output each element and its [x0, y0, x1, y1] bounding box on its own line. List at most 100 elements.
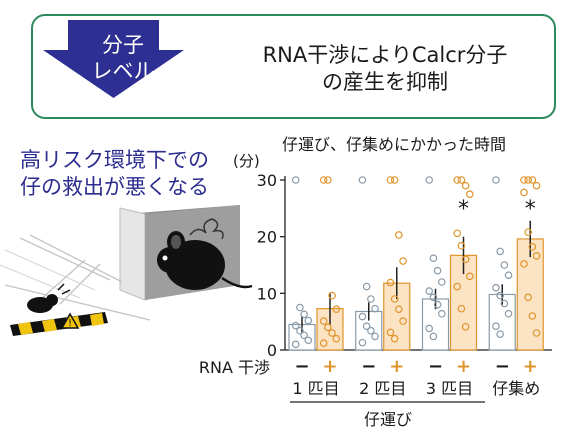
group-label: 仔運び: [364, 410, 412, 429]
data-point: [524, 228, 532, 236]
category-label: 仔集め: [492, 379, 540, 398]
data-point: [461, 255, 470, 264]
data-point: [304, 336, 313, 345]
data-point: [520, 260, 528, 268]
condition-tick-label: +: [322, 356, 337, 377]
data-point: [324, 323, 332, 332]
category-label: 1 匹目: [292, 379, 339, 398]
banner-headline: RNA干渉によりCalcr分子 の産生を抑制: [262, 43, 508, 94]
category-label: 2 匹目: [359, 379, 406, 398]
data-point: [390, 334, 399, 343]
data-point: [461, 322, 470, 331]
data-point: [465, 272, 474, 281]
data-point: [362, 282, 371, 291]
y-tick-label: 10: [257, 284, 277, 303]
condition-tick-label: +: [456, 356, 471, 377]
data-point: [500, 261, 509, 269]
data-point: [324, 176, 332, 184]
data-point: [429, 332, 438, 341]
data-point: [524, 293, 532, 302]
data-point: [429, 254, 438, 263]
data-point: [492, 283, 500, 292]
adult-mouse-icon: [157, 218, 253, 290]
data-point: [457, 241, 466, 250]
data-point: [358, 338, 367, 347]
data-point: [367, 326, 375, 335]
data-point: [358, 176, 367, 184]
data-point: [291, 176, 300, 184]
data-point: [520, 188, 528, 197]
data-point: [367, 295, 375, 303]
data-point: [425, 324, 434, 333]
data-point: [532, 329, 541, 337]
significance-marker: *: [525, 197, 536, 222]
data-point: [496, 291, 504, 300]
data-point: [399, 317, 407, 325]
data-point: [532, 252, 541, 260]
y-unit-label: (分): [233, 152, 260, 170]
data-point: [386, 278, 395, 287]
data-point: [465, 190, 474, 198]
data-point: [328, 291, 336, 300]
data-point: [461, 181, 470, 190]
y-tick-label: 20: [257, 228, 277, 247]
data-point: [504, 271, 513, 280]
data-point: [429, 293, 438, 302]
down-arrow-icon: [43, 20, 184, 98]
y-tick-label: 0: [267, 341, 277, 360]
data-point: [371, 332, 379, 341]
condition-tick-label: +: [523, 356, 538, 377]
data-point: [390, 176, 399, 184]
y-tick-label: 30: [257, 171, 277, 190]
data-point: [296, 303, 304, 312]
data-point: [520, 176, 528, 184]
condition-tick-label: −: [361, 356, 376, 377]
data-point: [390, 295, 399, 303]
condition-tick-label: +: [389, 356, 404, 377]
significance-marker: *: [458, 197, 469, 222]
data-point: [496, 330, 504, 338]
data-point: [504, 309, 513, 318]
data-point: [492, 176, 500, 184]
data-point: [304, 316, 313, 325]
data-point: [291, 321, 300, 330]
data-point: [437, 309, 446, 318]
category-label: 3 匹目: [426, 379, 473, 398]
data-point: [386, 328, 395, 337]
data-point: [395, 305, 403, 314]
data-point: [425, 287, 434, 295]
data-point: [425, 176, 434, 184]
data-point: [362, 322, 371, 331]
data-point: [433, 300, 442, 309]
data-point: [500, 299, 509, 308]
data-point: [319, 317, 328, 325]
data-point: [291, 340, 300, 349]
data-point: [528, 243, 537, 251]
svg-text:!: !: [68, 318, 72, 329]
caution-tape: !: [10, 312, 108, 336]
chart-title: 仔運び、仔集めにかかった時間: [282, 135, 507, 154]
data-point: [358, 312, 367, 321]
data-point: [300, 310, 308, 319]
data-point: [296, 326, 304, 335]
data-point: [371, 304, 379, 313]
data-point: [300, 331, 308, 340]
condition-tick-label: −: [428, 356, 443, 377]
data-point: [319, 176, 328, 184]
data-point: [332, 305, 341, 314]
data-point: [453, 176, 462, 184]
data-point: [386, 176, 395, 184]
data-point: [528, 312, 537, 320]
data-point: [332, 334, 341, 343]
data-point: [457, 176, 466, 184]
data-point: [395, 231, 403, 239]
data-point: [433, 266, 442, 275]
data-point: [496, 247, 504, 256]
data-point: [532, 181, 541, 190]
data-point: [524, 176, 532, 184]
data-point: [453, 229, 462, 238]
data-point: [328, 329, 336, 337]
data-point: [457, 304, 466, 313]
data-point: [492, 322, 500, 331]
